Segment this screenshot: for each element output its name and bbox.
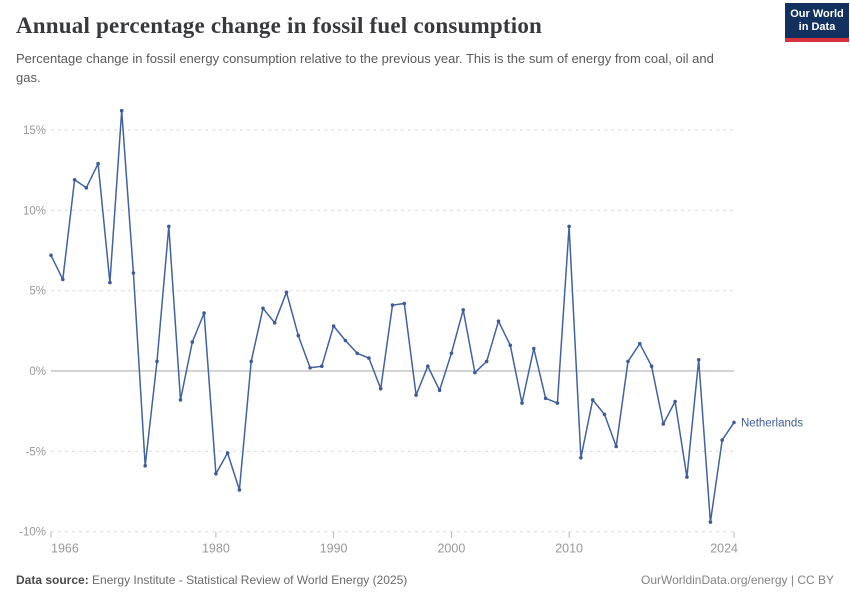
data-point[interactable] [84, 186, 89, 190]
data-point[interactable] [708, 520, 713, 524]
data-point[interactable] [484, 359, 489, 364]
x-tick-label: 2024 [710, 542, 738, 556]
data-point[interactable] [178, 398, 183, 402]
chart-subtitle: Percentage change in fossil energy consu… [16, 50, 714, 86]
data-point[interactable] [414, 393, 418, 397]
footer-credit-link[interactable]: OurWorldinData.org/energy | CC BY [641, 573, 834, 587]
y-tick-label: 0% [29, 366, 46, 378]
data-point[interactable] [449, 351, 454, 356]
data-point[interactable] [520, 401, 524, 405]
x-axis-labels: 1966 1980 1990 2000 2010 2024 [51, 542, 738, 556]
data-point[interactable] [331, 324, 336, 328]
data-point[interactable] [249, 359, 253, 364]
data-point[interactable] [272, 321, 277, 325]
data-point[interactable] [602, 412, 607, 417]
data-point[interactable] [190, 340, 195, 344]
data-point[interactable] [131, 271, 136, 275]
data-source-label: Data source: [16, 573, 89, 587]
y-tick-label: 10% [23, 205, 46, 217]
data-point[interactable] [496, 319, 501, 323]
data-point[interactable] [155, 359, 159, 364]
data-point[interactable] [378, 386, 383, 391]
data-point[interactable] [320, 364, 324, 369]
owid-logo-line1: Our World [790, 8, 844, 20]
owid-logo[interactable]: Our World in Data [785, 3, 849, 42]
data-point[interactable] [626, 359, 630, 364]
data-point[interactable] [614, 444, 618, 449]
data-point[interactable] [296, 333, 301, 338]
data-point[interactable] [473, 370, 477, 375]
data-point[interactable] [390, 303, 395, 307]
data-point[interactable] [119, 108, 124, 113]
y-gridlines [51, 129, 734, 533]
data-point[interactable] [555, 401, 560, 405]
chart-header: Annual percentage change in fossil fuel … [16, 12, 834, 88]
data-point[interactable] [543, 396, 548, 401]
owid-logo-line2: in Data [798, 21, 836, 33]
x-tick-label: 1990 [320, 542, 348, 556]
data-point[interactable] [685, 475, 689, 479]
x-tick-label: 1980 [202, 542, 230, 556]
y-axis-labels: 15% 10% 5% 0% -5% -10% [19, 125, 46, 539]
data-point[interactable] [261, 306, 265, 311]
data-line[interactable] [50, 109, 735, 523]
page-title: Annual percentage change in fossil fuel … [16, 13, 543, 38]
data-point[interactable] [508, 343, 513, 348]
data-point[interactable] [402, 301, 407, 306]
data-point[interactable] [96, 161, 100, 166]
data-point[interactable] [661, 422, 666, 426]
data-point[interactable] [143, 464, 147, 468]
data-point[interactable] [343, 338, 348, 343]
data-point[interactable] [308, 366, 312, 370]
data-point[interactable] [696, 358, 701, 362]
chart-footer: Data source: Energy Institute - Statisti… [16, 573, 834, 587]
x-tick-label: 2000 [437, 542, 465, 556]
data-source-value[interactable]: Energy Institute - Statistical Review of… [92, 573, 408, 587]
y-tick-label: 5% [29, 286, 46, 298]
data-point[interactable] [225, 451, 230, 455]
data-point[interactable] [673, 399, 677, 404]
x-tick-label: 2010 [555, 542, 583, 556]
data-point[interactable] [732, 420, 736, 425]
y-tick-label: -5% [26, 446, 46, 458]
data-point[interactable] [202, 311, 206, 315]
data-point[interactable] [579, 456, 583, 460]
data-point[interactable] [567, 224, 571, 229]
data-point[interactable] [214, 472, 218, 476]
data-point[interactable] [649, 364, 654, 369]
y-tick-label: 15% [23, 125, 46, 137]
data-point[interactable] [72, 178, 77, 182]
data-point[interactable] [367, 356, 371, 360]
data-source: Data source: Energy Institute - Statisti… [16, 573, 407, 587]
data-point[interactable] [237, 488, 242, 492]
x-tick-label: 1966 [51, 542, 79, 556]
data-point[interactable] [720, 438, 724, 442]
data-point[interactable] [284, 290, 289, 295]
data-points[interactable] [49, 108, 736, 524]
data-point[interactable] [590, 398, 595, 402]
chart-canvas[interactable]: 15% 10% 5% 0% -5% -10% 1966 1980 1990 2000 2010 202… [0, 95, 850, 560]
data-point[interactable] [437, 388, 442, 393]
data-point[interactable] [49, 253, 53, 258]
data-point[interactable] [461, 308, 466, 312]
x-axis-ticks [50, 531, 735, 538]
data-point[interactable] [108, 280, 112, 285]
data-point[interactable] [532, 346, 536, 351]
series-label-netherlands[interactable]: Netherlands [741, 417, 803, 429]
line-chart-area[interactable]: 15% 10% 5% 0% -5% -10% 1966 1980 1990 2000 2010 202… [0, 95, 850, 560]
y-tick-label: -10% [19, 527, 46, 539]
data-point[interactable] [638, 341, 642, 346]
data-point[interactable] [355, 351, 360, 356]
data-point[interactable] [61, 277, 65, 282]
data-point[interactable] [167, 224, 171, 229]
data-point[interactable] [426, 364, 430, 369]
